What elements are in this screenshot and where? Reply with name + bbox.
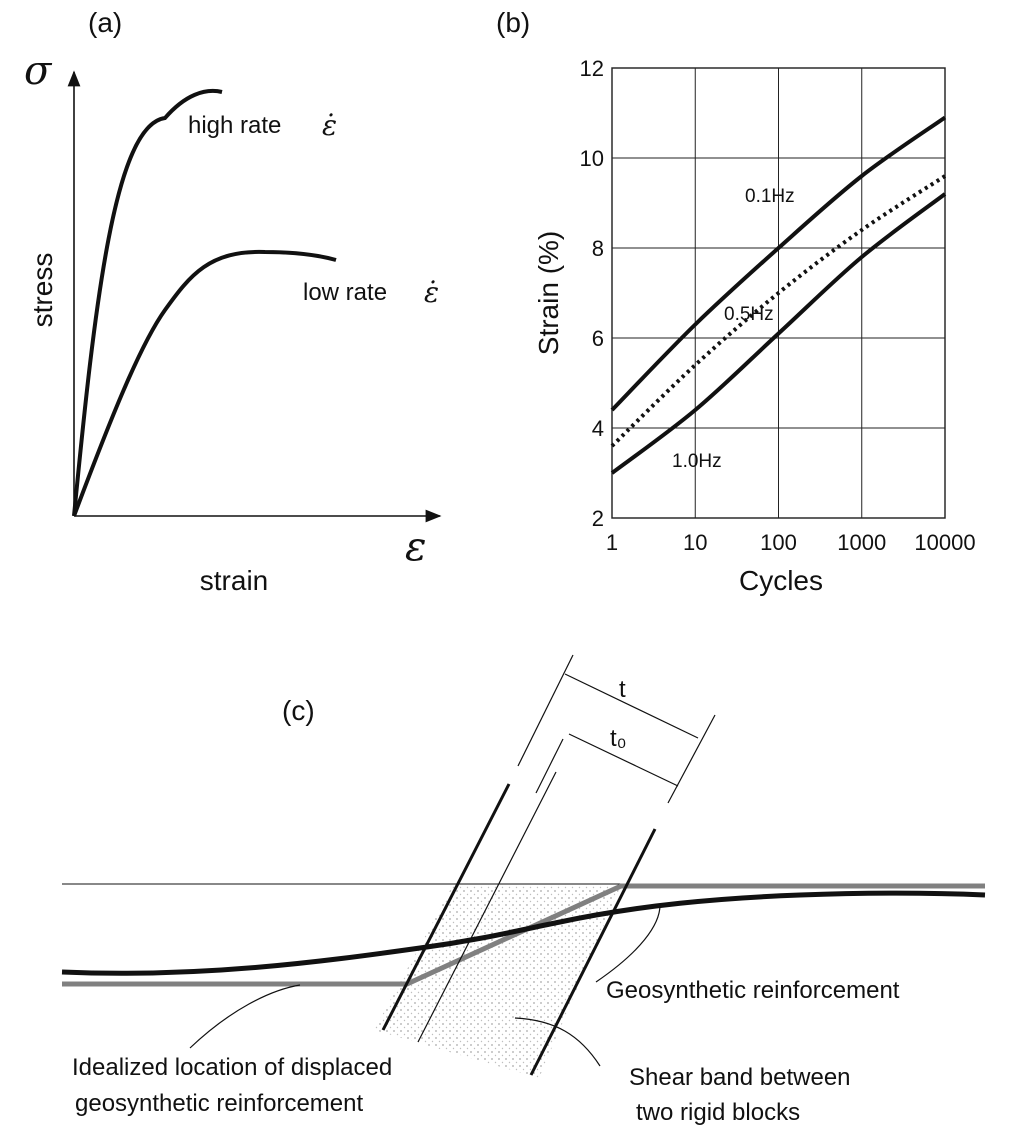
epsilon-symbol: ε: [405, 524, 426, 570]
idealized-leader: [189, 984, 301, 1049]
panel-b: (b) 1 10 100 1000 10000 2 4 6 8 10 12 Strain (%) C…: [496, 7, 976, 596]
b-ytick-label-2: 6: [592, 326, 604, 351]
panel-c-label: (c): [282, 695, 315, 726]
high-rate-curve: [72, 89, 223, 517]
shear-band-boundary-left: [381, 783, 511, 1031]
b-xtick-label-2: 100: [760, 530, 797, 555]
panel-b-xlabel: Cycles: [739, 565, 823, 596]
t0-dimension-line: [568, 733, 679, 787]
high-rate-label: high rate: [188, 112, 281, 139]
panel-a-label: (a): [88, 7, 122, 38]
b-ytick-label-4: 10: [580, 146, 604, 171]
shear-band-label-line1: Shear band between: [629, 1064, 851, 1091]
t0-label: t₀: [610, 725, 627, 752]
b-ytick-label-1: 4: [592, 416, 604, 441]
b-xtick-label-1: 10: [683, 530, 707, 555]
geosynthetic-reinforcement-line: [61, 890, 986, 976]
idealized-label-line1: Idealized location of displaced: [72, 1054, 392, 1081]
t-extension-line-left: [535, 738, 564, 794]
shear-band-leader: [514, 1017, 601, 1067]
shear-band-boundary-right: [529, 828, 657, 1076]
geosynthetic-reinforcement-label: Geosynthetic reinforcement: [606, 977, 900, 1004]
low-rate-label: low rate: [303, 279, 387, 306]
idealized-label-line2: geosynthetic reinforcement: [75, 1090, 363, 1117]
sigma-symbol: σ: [24, 48, 53, 94]
panel-b-series: [610, 115, 947, 475]
panel-b-ylabel: Strain (%): [533, 231, 564, 355]
series-label-0-1hz: 0.1Hz: [745, 186, 795, 207]
b-ytick-label-5: 12: [580, 56, 604, 81]
panel-c: (c) t t₀ Geosynthetic reinforcement Idea…: [61, 654, 986, 1126]
shear-band-shading: [374, 885, 621, 1078]
high-rate-symbol: ε̇: [322, 109, 337, 142]
shear-band-inner-line-left: [417, 771, 557, 1043]
panel-b-grid: [611, 67, 946, 519]
b-series-line-1: [610, 174, 947, 448]
series-label-0-5hz: 0.5Hz: [724, 304, 774, 325]
t0-extension-line-left: [517, 654, 574, 767]
geosynthetic-leader: [595, 904, 661, 983]
b-ytick-label-0: 2: [592, 506, 604, 531]
panel-b-ticks: 1 10 100 1000 10000 2 4 6 8 10 12: [580, 56, 976, 555]
panel-a: (a) σ ε stress strain high rate ε̇ low r…: [24, 7, 442, 596]
low-rate-symbol: ε̇: [424, 276, 439, 309]
b-xtick-label-4: 10000: [914, 530, 975, 555]
b-series-line-0: [610, 115, 947, 412]
shear-band-label-line2: two rigid blocks: [636, 1099, 800, 1126]
strain-label: strain: [200, 565, 268, 596]
b-xtick-label-0: 1: [606, 530, 618, 555]
panel-b-label: (b): [496, 7, 530, 38]
stress-label: stress: [27, 253, 58, 328]
b-ytick-label-3: 8: [592, 236, 604, 261]
t-dimension-line: [564, 673, 699, 739]
idealized-reinforcement-line: [62, 883, 985, 987]
low-rate-curve: [72, 249, 337, 517]
series-label-1-0hz: 1.0Hz: [672, 451, 722, 472]
b-series-line-2: [610, 192, 947, 475]
t-label: t: [619, 676, 626, 703]
t-extension-line-right: [667, 714, 716, 804]
b-xtick-label-3: 1000: [837, 530, 886, 555]
